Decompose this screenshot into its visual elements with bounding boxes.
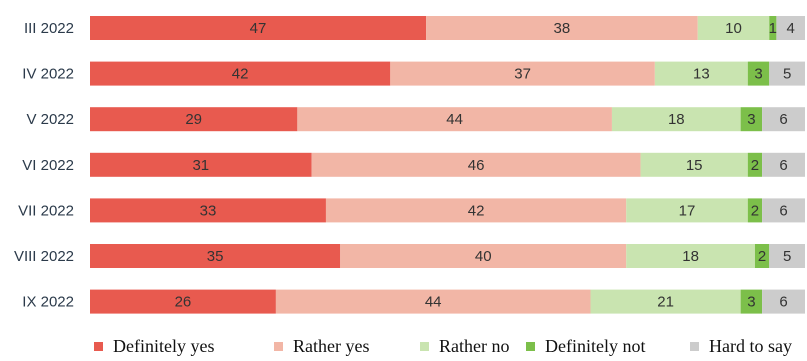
data-label: 47 xyxy=(250,20,267,37)
bar-segment xyxy=(90,289,276,314)
data-label: 33 xyxy=(200,202,217,219)
data-label: 4 xyxy=(787,20,795,37)
bar-segment xyxy=(654,61,748,86)
data-label: 2 xyxy=(751,202,759,219)
data-label: 40 xyxy=(475,248,492,265)
legend-swatch xyxy=(420,342,429,351)
data-label: 37 xyxy=(514,66,531,83)
bar-segment xyxy=(297,107,612,132)
data-label: 42 xyxy=(232,66,249,83)
bar-segment xyxy=(762,107,805,132)
data-label: 3 xyxy=(747,294,755,311)
legend-swatch xyxy=(526,342,535,351)
bar-segment xyxy=(311,152,641,177)
category-label: IV 2022 xyxy=(22,66,74,83)
data-label: 31 xyxy=(192,157,209,174)
bar-segment xyxy=(747,61,770,86)
category-label: VIII 2022 xyxy=(14,248,74,265)
data-label: 21 xyxy=(657,294,674,311)
bar-segment xyxy=(740,289,763,314)
legend-swatch xyxy=(94,342,103,351)
category-label: IX 2022 xyxy=(22,294,74,311)
data-label: 6 xyxy=(779,157,787,174)
data-label: 10 xyxy=(725,20,742,37)
bar-segment xyxy=(90,198,326,223)
bar-segment xyxy=(90,244,341,268)
data-label: 1 xyxy=(769,20,777,37)
bar-segment xyxy=(590,289,741,314)
bar-segment xyxy=(90,61,391,86)
legend-label: Rather no xyxy=(439,336,509,356)
bar-segment xyxy=(340,244,627,268)
category-label: VII 2022 xyxy=(18,202,74,219)
data-label: 2 xyxy=(758,248,766,265)
data-label: 46 xyxy=(468,157,485,174)
data-label: 5 xyxy=(783,248,791,265)
bar-segment xyxy=(390,61,655,86)
bar-segment xyxy=(611,107,741,132)
bar-segment xyxy=(762,152,805,177)
data-label: 3 xyxy=(747,111,755,128)
data-label: 5 xyxy=(783,66,791,83)
bar-segment xyxy=(762,198,805,223)
data-label: 15 xyxy=(686,157,703,174)
data-label: 13 xyxy=(693,66,710,83)
bar-segment xyxy=(762,289,805,314)
category-label: V 2022 xyxy=(26,111,74,128)
bar-segment xyxy=(747,198,763,223)
bars-group: 47 38 10 1 442 37 13 3 529 44 18 3 631 46 15 2 633 42 17 2 6… xyxy=(90,16,805,314)
data-label: 44 xyxy=(446,111,463,128)
bar-segment xyxy=(325,198,627,223)
bar-segment xyxy=(769,61,805,86)
bar-segment xyxy=(626,244,755,268)
data-label: 35 xyxy=(207,248,224,265)
data-label: 6 xyxy=(779,294,787,311)
category-label: VI 2022 xyxy=(22,157,74,174)
bar-segment xyxy=(747,152,763,177)
data-label: 2 xyxy=(751,157,759,174)
legend-label: Rather yes xyxy=(293,336,369,356)
bar-segment xyxy=(697,16,770,40)
bar-segment xyxy=(90,152,312,177)
data-label: 44 xyxy=(425,294,442,311)
data-label: 6 xyxy=(779,111,787,128)
bar-segment xyxy=(90,16,427,40)
data-label: 42 xyxy=(468,202,485,219)
data-label: 18 xyxy=(668,111,685,128)
bar-segment xyxy=(769,244,805,268)
bar-segment xyxy=(776,16,805,40)
bar-segment xyxy=(740,107,763,132)
bar-segment xyxy=(275,289,591,314)
data-label: 38 xyxy=(554,20,571,37)
bar-segment xyxy=(426,16,698,40)
data-label: 29 xyxy=(185,111,202,128)
bar-segment xyxy=(626,198,748,223)
bar-segment xyxy=(90,107,298,132)
bar-segment xyxy=(754,244,770,268)
data-label: 17 xyxy=(679,202,696,219)
bar-segment xyxy=(769,16,777,40)
bar-segment xyxy=(640,152,748,177)
data-label: 18 xyxy=(682,248,699,265)
data-label: 6 xyxy=(779,202,787,219)
data-label: 3 xyxy=(754,66,762,83)
legend-label: Definitely not xyxy=(545,336,645,356)
legend-label: Hard to say xyxy=(709,336,792,356)
legend: Definitely yes Rather yes Rather no Definit… xyxy=(94,336,792,356)
category-label: III 2022 xyxy=(24,20,74,37)
legend-swatch xyxy=(274,342,283,351)
legend-swatch xyxy=(690,342,699,351)
legend-label: Definitely yes xyxy=(113,336,214,356)
data-label: 26 xyxy=(175,294,192,311)
category-labels: III 2022 IV 2022 V 2022 VI 2022 VII 2022 VIII… xyxy=(14,20,74,311)
